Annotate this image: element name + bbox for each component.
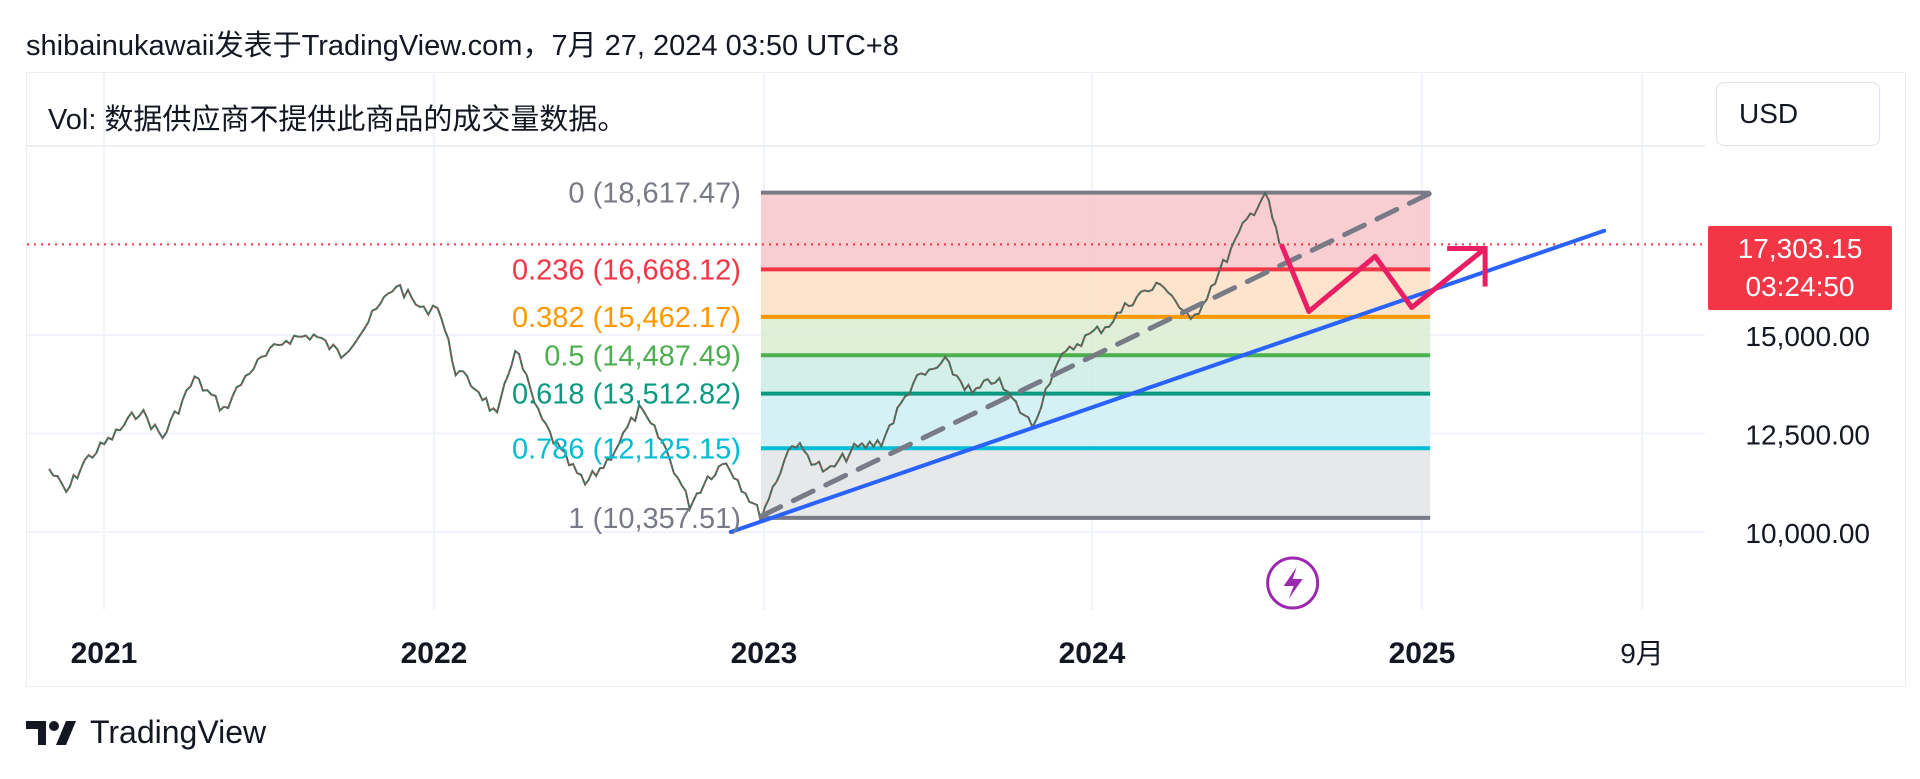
fib-zone [760,393,1431,449]
lightning-bolt-glyph [1283,567,1303,599]
fib-zone [760,355,1431,394]
y-axis-tick-label: 12,500.00 [1745,420,1870,451]
fib-zone [760,448,1431,518]
brand-logo[interactable]: TradingView [26,714,266,751]
fib-level-label: 1 (10,357.51) [568,503,741,535]
price-series-down-candles [48,192,1281,523]
currency-button[interactable]: USD [1716,82,1880,146]
x-axis-tick-label: 2021 [71,637,138,670]
x-axis-tick-label: 2024 [1059,637,1126,670]
volume-note: Vol: 数据供应商不提供此商品的成交量数据。 [48,104,627,136]
brand-name: TradingView [90,714,267,750]
fib-zone [760,192,1431,270]
dashed-channel-trendline[interactable] [758,190,1433,519]
projection-path[interactable] [1279,243,1487,314]
fib-zone [760,269,1431,317]
fib-level-label: 0.786 (12,125.15) [512,433,741,465]
y-axis-tick-label: 10,000.00 [1745,518,1870,549]
x-axis-tick-label: 2022 [401,637,468,670]
y-axis-tick-label: 15,000.00 [1745,321,1870,352]
fib-level-label: 0 (18,617.47) [568,178,741,210]
tradingview-logo-icon [26,720,76,745]
x-axis-tick-label: 2025 [1389,637,1456,670]
chart-attribution: shibainukawaii发表于TradingView.com，7月 27, … [26,30,899,62]
support-trendline[interactable] [728,228,1607,534]
current-price-value: 17,303.15 [1737,233,1863,264]
x-axis-tick-label: 2023 [731,637,798,670]
chart-frame [26,72,1906,687]
x-axis-tick-label: 9月 [1620,638,1664,669]
fib-zone [760,316,1431,356]
fib-level-label: 0.5 (14,487.49) [544,340,741,372]
bar-countdown: 03:24:50 [1745,271,1855,302]
fib-level-label: 0.618 (13,512.82) [512,379,741,411]
fib-level-label: 0.382 (15,462.17) [512,302,741,334]
current-price-badge: 17,303.15 03:24:50 [1708,226,1892,310]
fib-level-label: 0.236 (16,668.12) [512,254,741,286]
projection-arrow-head [1447,245,1488,287]
